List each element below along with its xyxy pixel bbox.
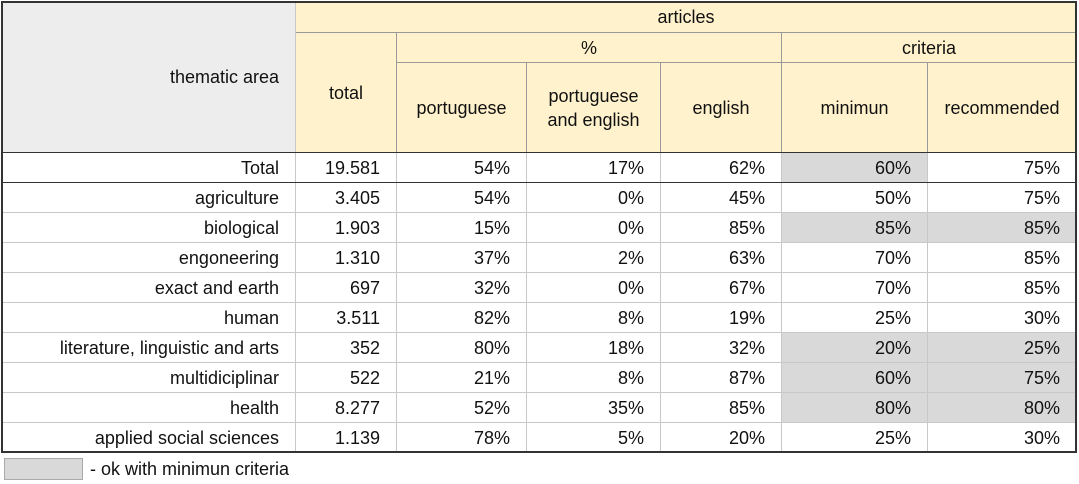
table-cell: 8.277 <box>296 393 397 423</box>
legend-swatch <box>4 458 83 480</box>
table-cell: 17% <box>527 153 661 183</box>
header-cell: criteria <box>782 33 1077 63</box>
table-cell: 1.903 <box>296 213 397 243</box>
table-cell: 18% <box>527 333 661 363</box>
table-cell: 25% <box>782 423 928 453</box>
table-cell: 75% <box>928 153 1077 183</box>
table-cell: 45% <box>661 183 782 213</box>
table-cell: 54% <box>397 183 527 213</box>
table-cell: 85% <box>782 213 928 243</box>
table-cell: 3.511 <box>296 303 397 333</box>
table-cell: 30% <box>928 423 1077 453</box>
header-cell: portuguese <box>397 63 527 153</box>
table-cell: 75% <box>928 183 1077 213</box>
table-cell: 85% <box>661 393 782 423</box>
table-cell: 1.139 <box>296 423 397 453</box>
table-cell: 60% <box>782 363 928 393</box>
table-cell: 85% <box>661 213 782 243</box>
table-cell: 85% <box>928 213 1077 243</box>
table-cell: 54% <box>397 153 527 183</box>
table-cell: 50% <box>782 183 928 213</box>
separator <box>1 182 1077 183</box>
row-label: exact and earth <box>1 273 296 303</box>
table-cell: 21% <box>397 363 527 393</box>
row-label: applied social sciences <box>1 423 296 453</box>
row-label: Total <box>1 153 296 183</box>
legend-text: - ok with minimun criteria <box>90 459 290 479</box>
table-cell: 75% <box>928 363 1077 393</box>
table-cell: 0% <box>527 273 661 303</box>
table-cell: 0% <box>527 213 661 243</box>
table-cell: 20% <box>661 423 782 453</box>
table-cell: 35% <box>527 393 661 423</box>
table-cell: 62% <box>661 153 782 183</box>
table-cell: 8% <box>527 303 661 333</box>
row-label: biological <box>1 213 296 243</box>
table-cell: 52% <box>397 393 527 423</box>
table-cell: 25% <box>782 303 928 333</box>
row-label: human <box>1 303 296 333</box>
table-cell: 19% <box>661 303 782 333</box>
table-cell: 70% <box>782 273 928 303</box>
row-label: engoneering <box>1 243 296 273</box>
table-cell: 2% <box>527 243 661 273</box>
row-label: health <box>1 393 296 423</box>
table-cell: 352 <box>296 333 397 363</box>
table-cell: 85% <box>928 243 1077 273</box>
row-label: literature, linguistic and arts <box>1 333 296 363</box>
table-cell: 87% <box>661 363 782 393</box>
table-cell: 78% <box>397 423 527 453</box>
table-cell: 70% <box>782 243 928 273</box>
header-cell: recommended <box>928 63 1077 153</box>
header-cell: english <box>661 63 782 153</box>
table-cell: 25% <box>928 333 1077 363</box>
header-cell: % <box>397 33 782 63</box>
header-cell: articles <box>296 1 1077 33</box>
table-cell: 80% <box>782 393 928 423</box>
row-label: multidiciplinar <box>1 363 296 393</box>
table-cell: 85% <box>928 273 1077 303</box>
table-cell: 82% <box>397 303 527 333</box>
table-cell: 5% <box>527 423 661 453</box>
table-cell: 32% <box>397 273 527 303</box>
table-cell: 63% <box>661 243 782 273</box>
separator <box>1 152 1077 153</box>
header-cell: total <box>296 33 397 153</box>
row-label: agriculture <box>1 183 296 213</box>
header-cell: thematic area <box>1 1 296 153</box>
header-cell: minimun <box>782 63 928 153</box>
table-cell: 67% <box>661 273 782 303</box>
table-cell: 15% <box>397 213 527 243</box>
table-cell: 19.581 <box>296 153 397 183</box>
table-cell: 1.310 <box>296 243 397 273</box>
table-cell: 37% <box>397 243 527 273</box>
table-cell: 697 <box>296 273 397 303</box>
table-cell: 80% <box>397 333 527 363</box>
table-cell: 32% <box>661 333 782 363</box>
table-cell: 0% <box>527 183 661 213</box>
table-cell: 20% <box>782 333 928 363</box>
header-cell: portuguese and english <box>527 63 661 153</box>
table-cell: 80% <box>928 393 1077 423</box>
table-cell: 60% <box>782 153 928 183</box>
table-cell: 8% <box>527 363 661 393</box>
table-cell: 3.405 <box>296 183 397 213</box>
table-cell: 522 <box>296 363 397 393</box>
table-cell: 30% <box>928 303 1077 333</box>
